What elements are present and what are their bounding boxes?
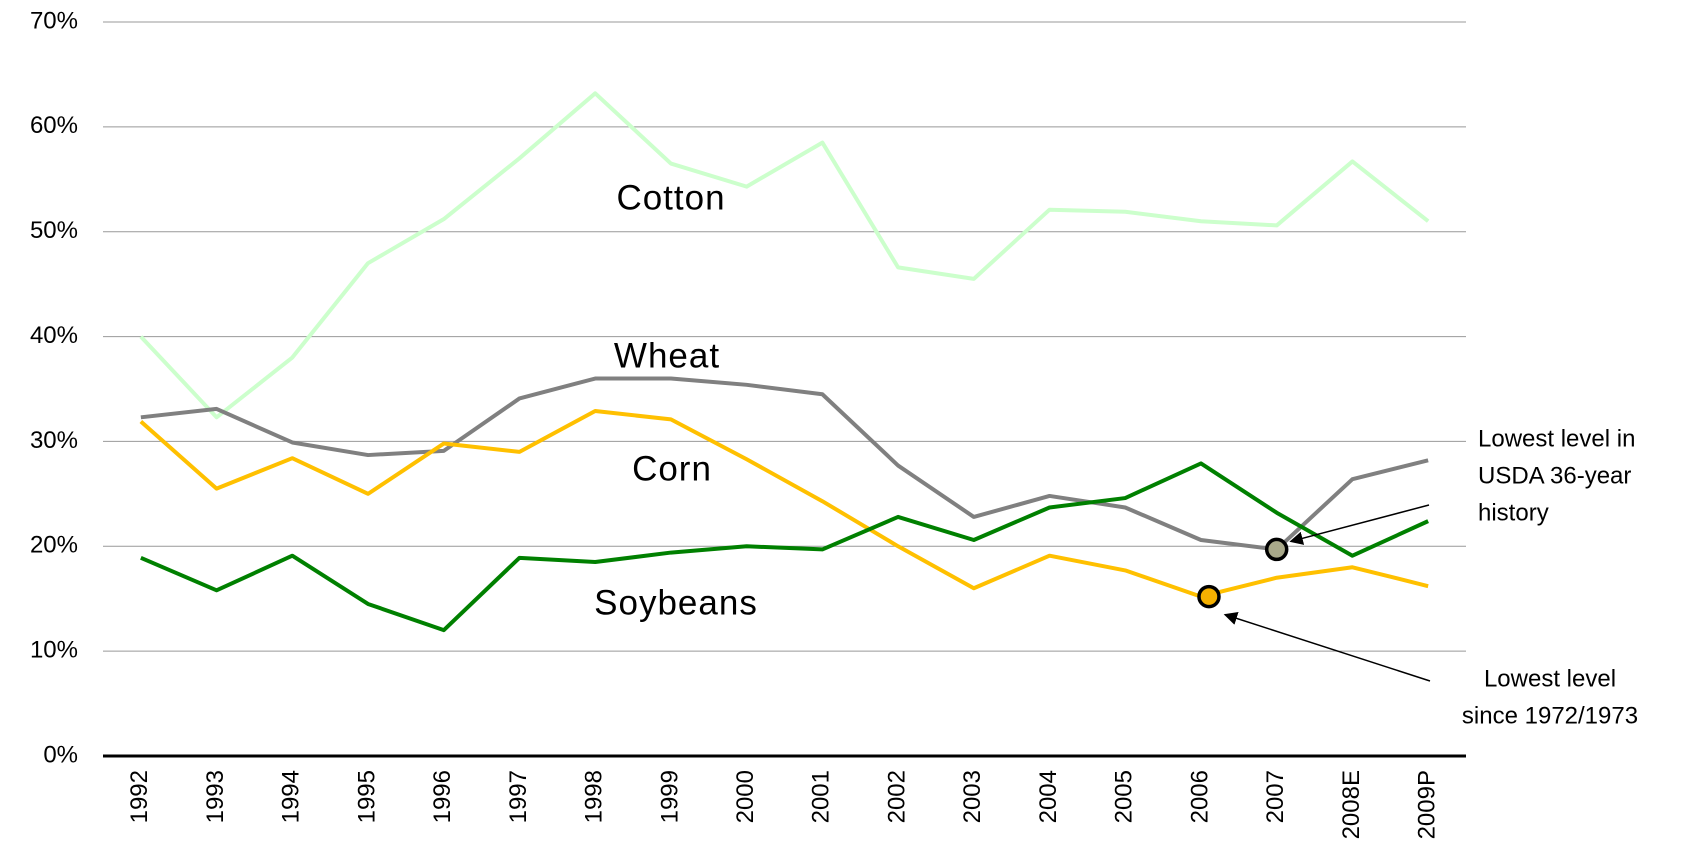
series-line <box>140 376 1429 552</box>
x-tick-label: 1996 <box>429 770 456 823</box>
x-tick-label: 2005 <box>1111 770 1138 823</box>
annotation-arrow <box>1223 611 1431 682</box>
annotation-text: USDA 36-year <box>1478 462 1631 489</box>
series-label: Corn <box>632 449 712 488</box>
series-label: Cotton <box>616 178 725 217</box>
x-tick-label: 1994 <box>278 770 305 823</box>
y-tick-label: 60% <box>30 112 78 139</box>
x-tick-label: 2000 <box>732 770 759 823</box>
x-tick-label: 2007 <box>1262 770 1289 823</box>
annotation-text: Lowest level in <box>1478 425 1635 452</box>
x-tick-label: 1993 <box>202 770 229 823</box>
series-label: Soybeans <box>594 583 758 622</box>
x-tick-label: 2002 <box>883 770 910 823</box>
annotation-arrow <box>1289 504 1430 545</box>
annotation-text: history <box>1478 499 1549 526</box>
x-tick-label: 2004 <box>1035 770 1062 823</box>
series-line <box>140 461 1429 633</box>
y-tick-label: 30% <box>30 427 78 454</box>
y-tick-label: 0% <box>43 741 78 768</box>
y-tick-label: 50% <box>30 217 78 244</box>
x-tick-label: 2006 <box>1186 770 1213 823</box>
annotation-text: since 1972/1973 <box>1462 702 1638 729</box>
series-label: Wheat <box>614 336 720 375</box>
x-tick-label: 2008E <box>1338 770 1365 839</box>
x-tick-label: 1992 <box>126 770 153 823</box>
series-line <box>139 409 1429 599</box>
y-tick-label: 70% <box>30 7 78 34</box>
x-tick-label: 2009P <box>1413 770 1440 839</box>
x-tick-label: 1995 <box>353 770 380 823</box>
y-tick-label: 10% <box>30 636 78 663</box>
highlight-marker <box>1264 537 1289 562</box>
x-tick-label: 2001 <box>808 770 835 823</box>
series-line <box>139 91 1430 420</box>
y-tick-label: 40% <box>30 322 78 349</box>
annotation-text: Lowest level <box>1484 665 1616 692</box>
x-tick-label: 1999 <box>656 770 683 823</box>
highlight-marker <box>1197 584 1221 609</box>
x-tick-label: 1998 <box>581 770 608 823</box>
x-tick-label: 1997 <box>505 770 532 823</box>
x-tick-label: 2003 <box>959 770 986 823</box>
y-tick-label: 20% <box>30 532 78 559</box>
